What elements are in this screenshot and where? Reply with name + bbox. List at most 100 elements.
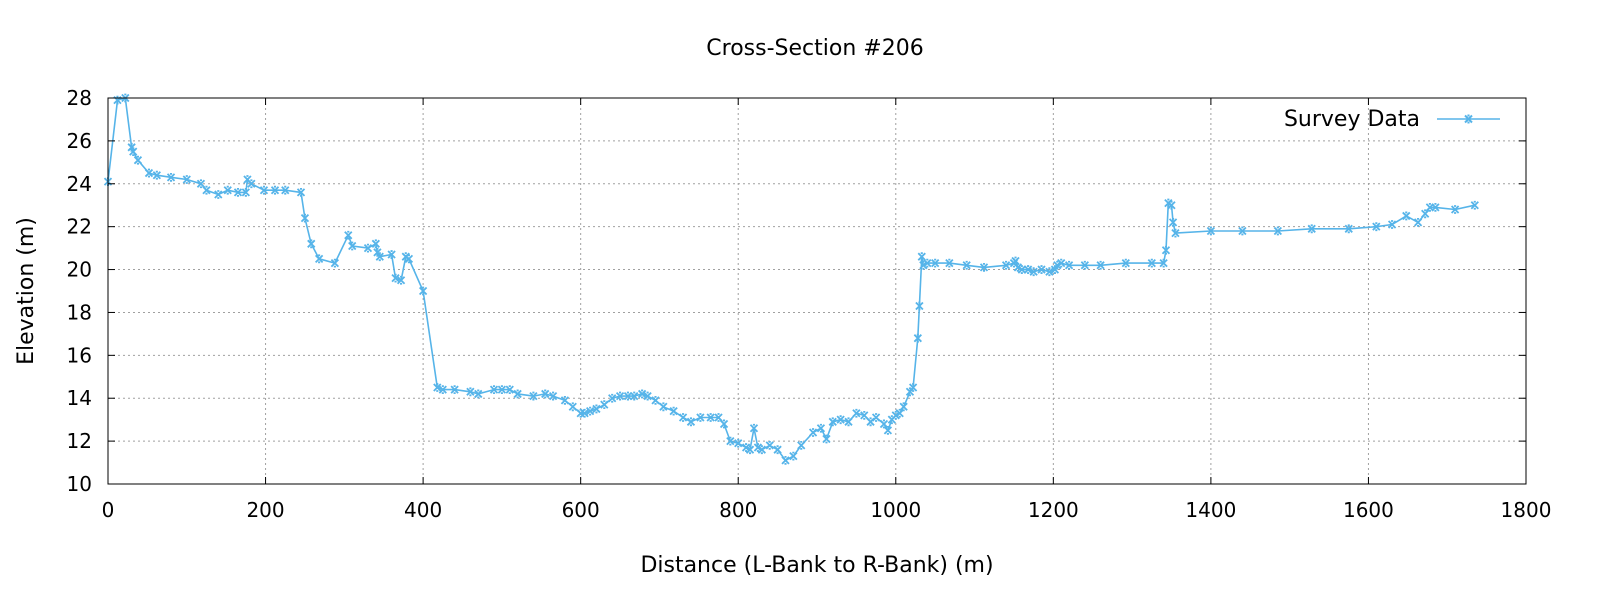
data-point-marker: [1053, 260, 1062, 270]
data-point-marker: [1013, 263, 1023, 272]
data-point-marker: [734, 438, 743, 448]
data-point-marker: [923, 258, 932, 268]
data-point-marker: [816, 423, 826, 433]
data-point-marker: [344, 230, 353, 240]
data-point-marker: [396, 275, 406, 285]
data-point-marker: [182, 175, 191, 184]
data-point-marker: [608, 393, 617, 403]
data-point-marker: [144, 168, 154, 178]
y-tick-label: 22: [67, 215, 92, 239]
data-point-marker: [871, 413, 881, 422]
data-point-marker: [1307, 224, 1316, 234]
plot-frame: [107, 97, 1527, 485]
data-point-marker: [1029, 267, 1038, 277]
data-point-marker: [757, 445, 766, 455]
data-point-marker: [592, 404, 601, 414]
data-point-marker: [789, 451, 798, 461]
data-point-marker: [438, 385, 447, 395]
y-tick-labels: 10 12 14 16 18 20 22 24 26 28: [67, 86, 92, 496]
data-point-marker: [497, 385, 507, 395]
data-point-marker: [836, 415, 845, 425]
data-point-marker: [166, 172, 176, 182]
data-point-marker: [852, 408, 861, 418]
data-point-marker: [719, 419, 729, 429]
x-tick-label: 1200: [1028, 498, 1079, 522]
data-point-marker: [781, 456, 790, 465]
data-point-marker: [908, 383, 918, 392]
data-point-marker: [686, 417, 696, 427]
data-point-marker: [643, 391, 652, 401]
data-point-marker: [706, 413, 715, 422]
y-tick-label: 12: [67, 429, 92, 453]
data-point-marker: [797, 441, 806, 450]
series-line: [107, 97, 1475, 462]
data-point-marker: [1413, 217, 1423, 227]
data-point-marker: [1450, 205, 1460, 214]
data-point-marker: [133, 155, 143, 165]
y-tick-label: 26: [67, 129, 92, 153]
x-axis-label: Distance (L-Bank to R-Bank) (m): [640, 553, 993, 578]
data-point-marker: [541, 389, 550, 399]
legend-label-survey-data: Survey Data: [1284, 107, 1420, 132]
series-layer: [103, 93, 1479, 465]
data-point-marker: [127, 142, 136, 152]
data-point-marker: [373, 248, 382, 257]
data-point-marker: [259, 185, 269, 195]
data-point-marker: [714, 413, 723, 422]
data-point-marker: [623, 391, 633, 401]
data-point-marker: [363, 243, 373, 253]
data-point-marker: [1037, 265, 1046, 274]
data-point-marker: [749, 423, 759, 433]
data-point-marker: [931, 258, 940, 268]
data-point-marker: [233, 187, 243, 197]
data-point-marker: [223, 185, 232, 195]
y-tick-label: 14: [67, 386, 92, 410]
x-tick-label: 1000: [870, 498, 921, 522]
x-tick-label: 1400: [1185, 498, 1236, 522]
data-point-marker: [243, 175, 252, 184]
data-point-marker: [828, 417, 837, 427]
data-point-marker: [418, 286, 428, 296]
data-point-marker: [348, 241, 357, 251]
data-point-marker: [615, 391, 625, 401]
data-point-marker: [281, 185, 290, 195]
y-tick-label: 20: [67, 258, 92, 282]
data-point-marker: [651, 395, 660, 405]
data-point-marker: [773, 445, 782, 455]
legend: Survey Data: [1284, 107, 1500, 132]
data-point-marker: [945, 258, 954, 268]
data-point-marker: [962, 260, 971, 270]
y-tick-label: 16: [67, 343, 92, 367]
data-point-marker: [883, 425, 893, 435]
data-point-marker: [1080, 260, 1089, 270]
data-point-marker: [1050, 265, 1060, 274]
data-point-marker: [808, 428, 818, 437]
data-point-marker: [489, 385, 499, 395]
y-tick-label: 10: [67, 472, 92, 496]
data-point-marker: [1023, 265, 1033, 274]
data-point-marker: [314, 254, 324, 264]
data-point-marker: [822, 434, 831, 444]
data-point-marker: [433, 383, 442, 392]
data-point-marker: [241, 187, 250, 197]
data-point-marker: [307, 239, 316, 249]
data-point-marker: [1387, 220, 1397, 229]
data-point-marker: [1421, 209, 1430, 219]
y-tick-label: 28: [67, 86, 92, 110]
data-point-marker: [753, 443, 763, 452]
grid-lines: [108, 98, 1526, 484]
data-point-marker: [1064, 260, 1074, 270]
data-point-marker: [1121, 258, 1130, 268]
data-point-marker: [1206, 226, 1216, 236]
data-point-marker: [1167, 200, 1176, 210]
data-point-marker: [1147, 258, 1156, 268]
data-point-marker: [505, 385, 514, 395]
data-point-marker: [979, 263, 989, 272]
data-point-marker: [913, 333, 922, 343]
data-point-marker: [585, 406, 595, 416]
data-point-marker: [391, 273, 400, 283]
data-point-marker: [1425, 202, 1435, 212]
data-point-marker: [1273, 226, 1282, 236]
data-point-marker: [866, 417, 875, 427]
